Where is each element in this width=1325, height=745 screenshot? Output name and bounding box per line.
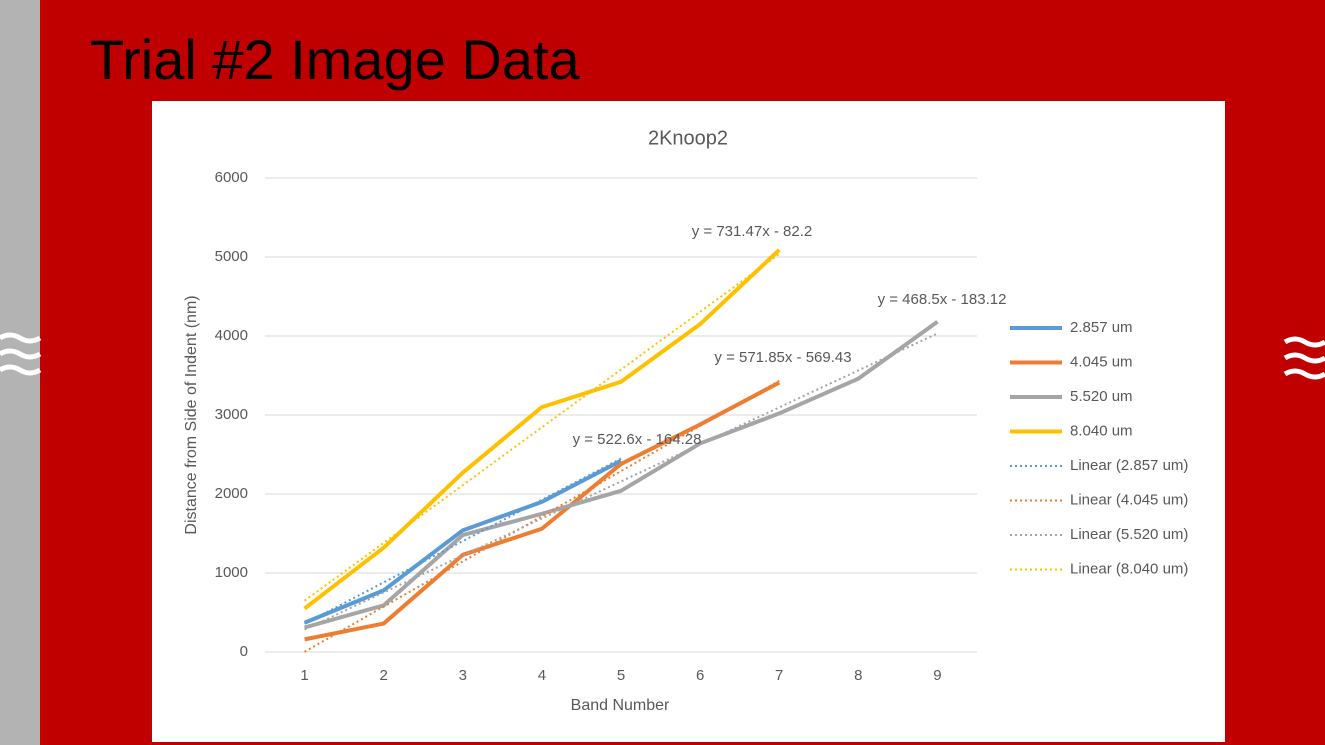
x-tick-label: 4 (538, 667, 546, 684)
chart-title: 2Knoop2 (648, 127, 728, 149)
legend-label: 5.520 um (1070, 388, 1133, 405)
x-tick-label: 6 (696, 667, 704, 684)
x-tick-label: 5 (617, 667, 625, 684)
x-tick-label: 9 (933, 667, 941, 684)
y-tick-label: 4000 (215, 327, 248, 344)
x-axis-label: Band Number (571, 697, 670, 714)
series-line (303, 248, 781, 611)
legend-label: Linear (8.040 um) (1070, 560, 1188, 577)
legend-label: 4.045 um (1070, 353, 1133, 370)
wave-right (1283, 336, 1325, 380)
y-tick-label: 6000 (215, 169, 248, 186)
y-tick-label: 1000 (215, 564, 248, 581)
y-tick-label: 2000 (215, 485, 248, 502)
x-tick-label: 8 (854, 667, 862, 684)
trendline-equation: y = 522.6x - 164.28 (573, 431, 702, 448)
slide-title: Trial #2 Image Data (90, 28, 581, 91)
x-tick-label: 2 (379, 667, 387, 684)
legend-label: Linear (4.045 um) (1070, 491, 1188, 508)
y-tick-label: 5000 (215, 248, 248, 265)
y-tick-label: 0 (240, 643, 248, 660)
trendline-equation: y = 468.5x - 183.12 (878, 291, 1007, 308)
wave-left (0, 332, 42, 376)
chart-area (152, 101, 1225, 742)
y-tick-label: 3000 (215, 406, 248, 423)
trendline (304, 332, 938, 631)
series-line (304, 380, 781, 642)
legend-label: Linear (2.857 um) (1070, 457, 1188, 474)
series-line (303, 459, 622, 625)
x-tick-label: 1 (300, 667, 308, 684)
y-axis-label: Distance from Side of Indent (nm) (183, 295, 200, 534)
trendline-equation: y = 731.47x - 82.2 (692, 223, 813, 240)
series-line (304, 320, 939, 630)
x-tick-label: 7 (775, 667, 783, 684)
x-tick-label: 3 (459, 667, 467, 684)
legend-label: 8.040 um (1070, 422, 1133, 439)
trendline-equation: y = 571.85x - 569.43 (714, 349, 851, 366)
legend-label: 2.857 um (1070, 319, 1133, 336)
trendline (304, 379, 780, 653)
legend-label: Linear (5.520 um) (1070, 526, 1188, 543)
